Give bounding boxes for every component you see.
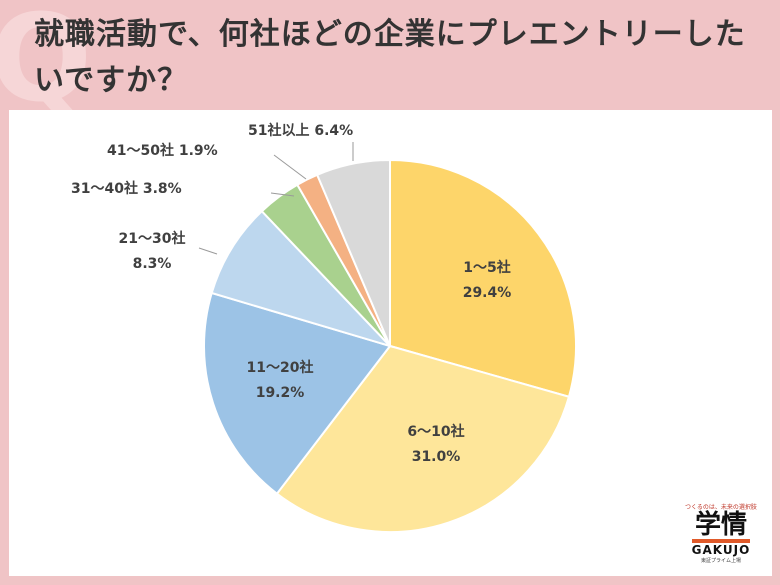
logo-sub: 東証プライム上場 [701,558,741,564]
pie-slice [315,158,391,347]
slice-label: 21～30社 8.3% [119,230,186,272]
slice-label: 11～20社 19.2% [247,359,314,401]
slice-label: 1～5社 29.4% [463,259,512,301]
slice-label: 51社以上 6.4% [248,122,353,139]
chart-panel: 1～5社 29.4% 6～10社 31.0% 11～20社 19.2% 21～30社 8.3%… [9,110,772,576]
pie-slice [275,344,571,533]
leader-line [273,154,307,180]
header-decoration: Q [0,0,93,129]
page-title: 就職活動で、何社ほどの企業にプレエントリーしたいですか？ [34,17,746,98]
gakujo-logo: つくるのは、未来の選択肢 学情 GAKUJO 東証プライム上場 [684,502,758,564]
leader-line [198,247,218,255]
slice-label: 6～10社 31.0% [407,423,464,465]
pie-slice [389,158,577,399]
pie-slice [203,291,392,496]
logo-tagline: つくるのは、未来の選択肢 [685,504,757,511]
logo-mark: 学情 [694,510,747,540]
slice-label: 31～40社 3.8% [71,180,182,197]
pie-slice [210,209,394,349]
slice-label: 41～50社 1.9% [107,142,218,159]
leader-line [270,192,295,197]
logo-bar [692,539,750,543]
logo-name-en: GAKUJO [691,543,751,557]
pie-chart: 1～5社 29.4% 6～10社 31.0% 11～20社 19.2% 21～30社 8.3%… [71,122,577,533]
